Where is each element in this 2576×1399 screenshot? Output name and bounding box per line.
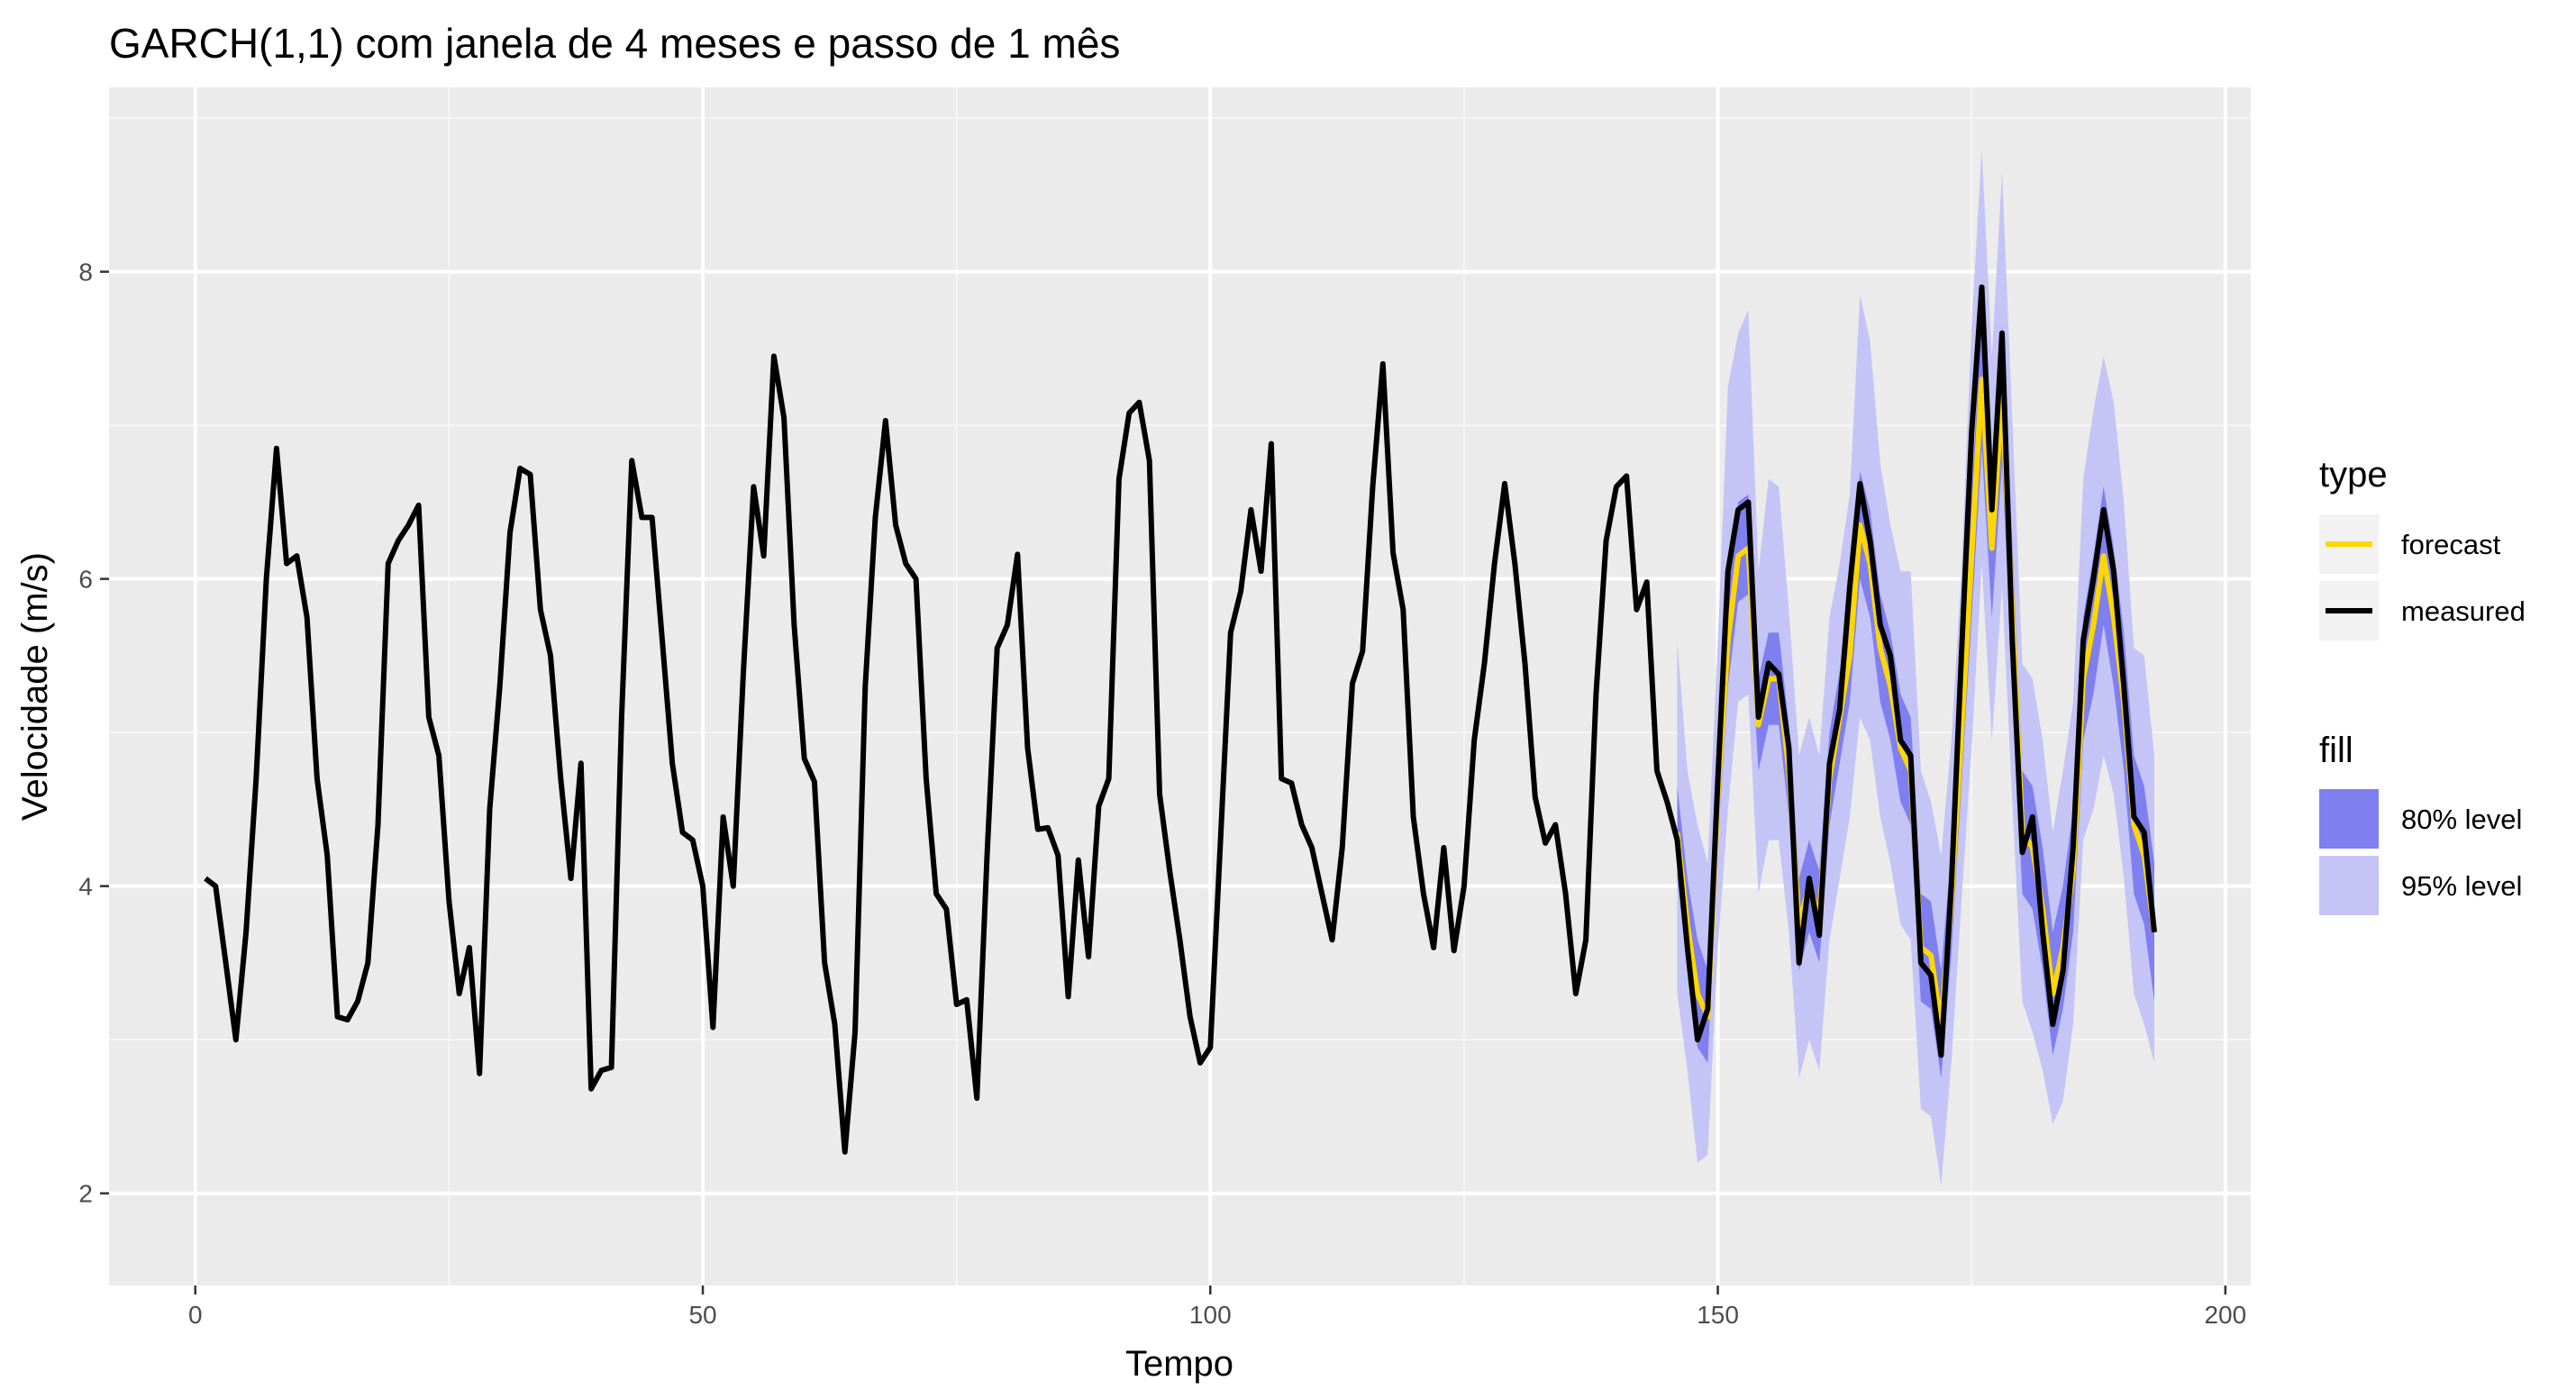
legend-fill-title: fill — [2319, 731, 2353, 770]
legend: type forecast measured fill 80% level 95… — [2319, 455, 2526, 915]
x-tick-label: 100 — [1189, 1301, 1232, 1329]
axis-ticks: 0 50 100 150 200 2 4 6 8 — [78, 259, 2246, 1329]
x-axis-title: Tempo — [1125, 1344, 1233, 1384]
y-tick-label: 6 — [78, 566, 93, 594]
y-tick-label: 2 — [78, 1180, 93, 1208]
grid-major — [109, 87, 2251, 1285]
legend-label-80-level: 80% level — [2401, 804, 2522, 835]
legend-label-forecast: forecast — [2401, 529, 2501, 560]
x-tick-label: 0 — [188, 1301, 203, 1329]
series-lines — [204, 284, 2157, 1155]
legend-label-measured: measured — [2401, 595, 2526, 627]
x-tick-label: 200 — [2204, 1301, 2246, 1329]
x-tick-label: 50 — [688, 1301, 716, 1329]
y-axis-title: Velocidade (m/s) — [15, 552, 55, 821]
y-tick-label: 4 — [78, 873, 93, 901]
legend-label-95-level: 95% level — [2401, 870, 2522, 902]
legend-swatch-80-level — [2319, 789, 2379, 849]
x-tick-label: 150 — [1697, 1301, 1739, 1329]
y-tick-label: 8 — [78, 259, 93, 286]
legend-type-title: type — [2319, 455, 2388, 495]
legend-swatch-95-level — [2319, 856, 2379, 915]
chart-title: GARCH(1,1) com janela de 4 meses e passo… — [109, 20, 1120, 67]
series-measured — [204, 284, 2157, 1155]
